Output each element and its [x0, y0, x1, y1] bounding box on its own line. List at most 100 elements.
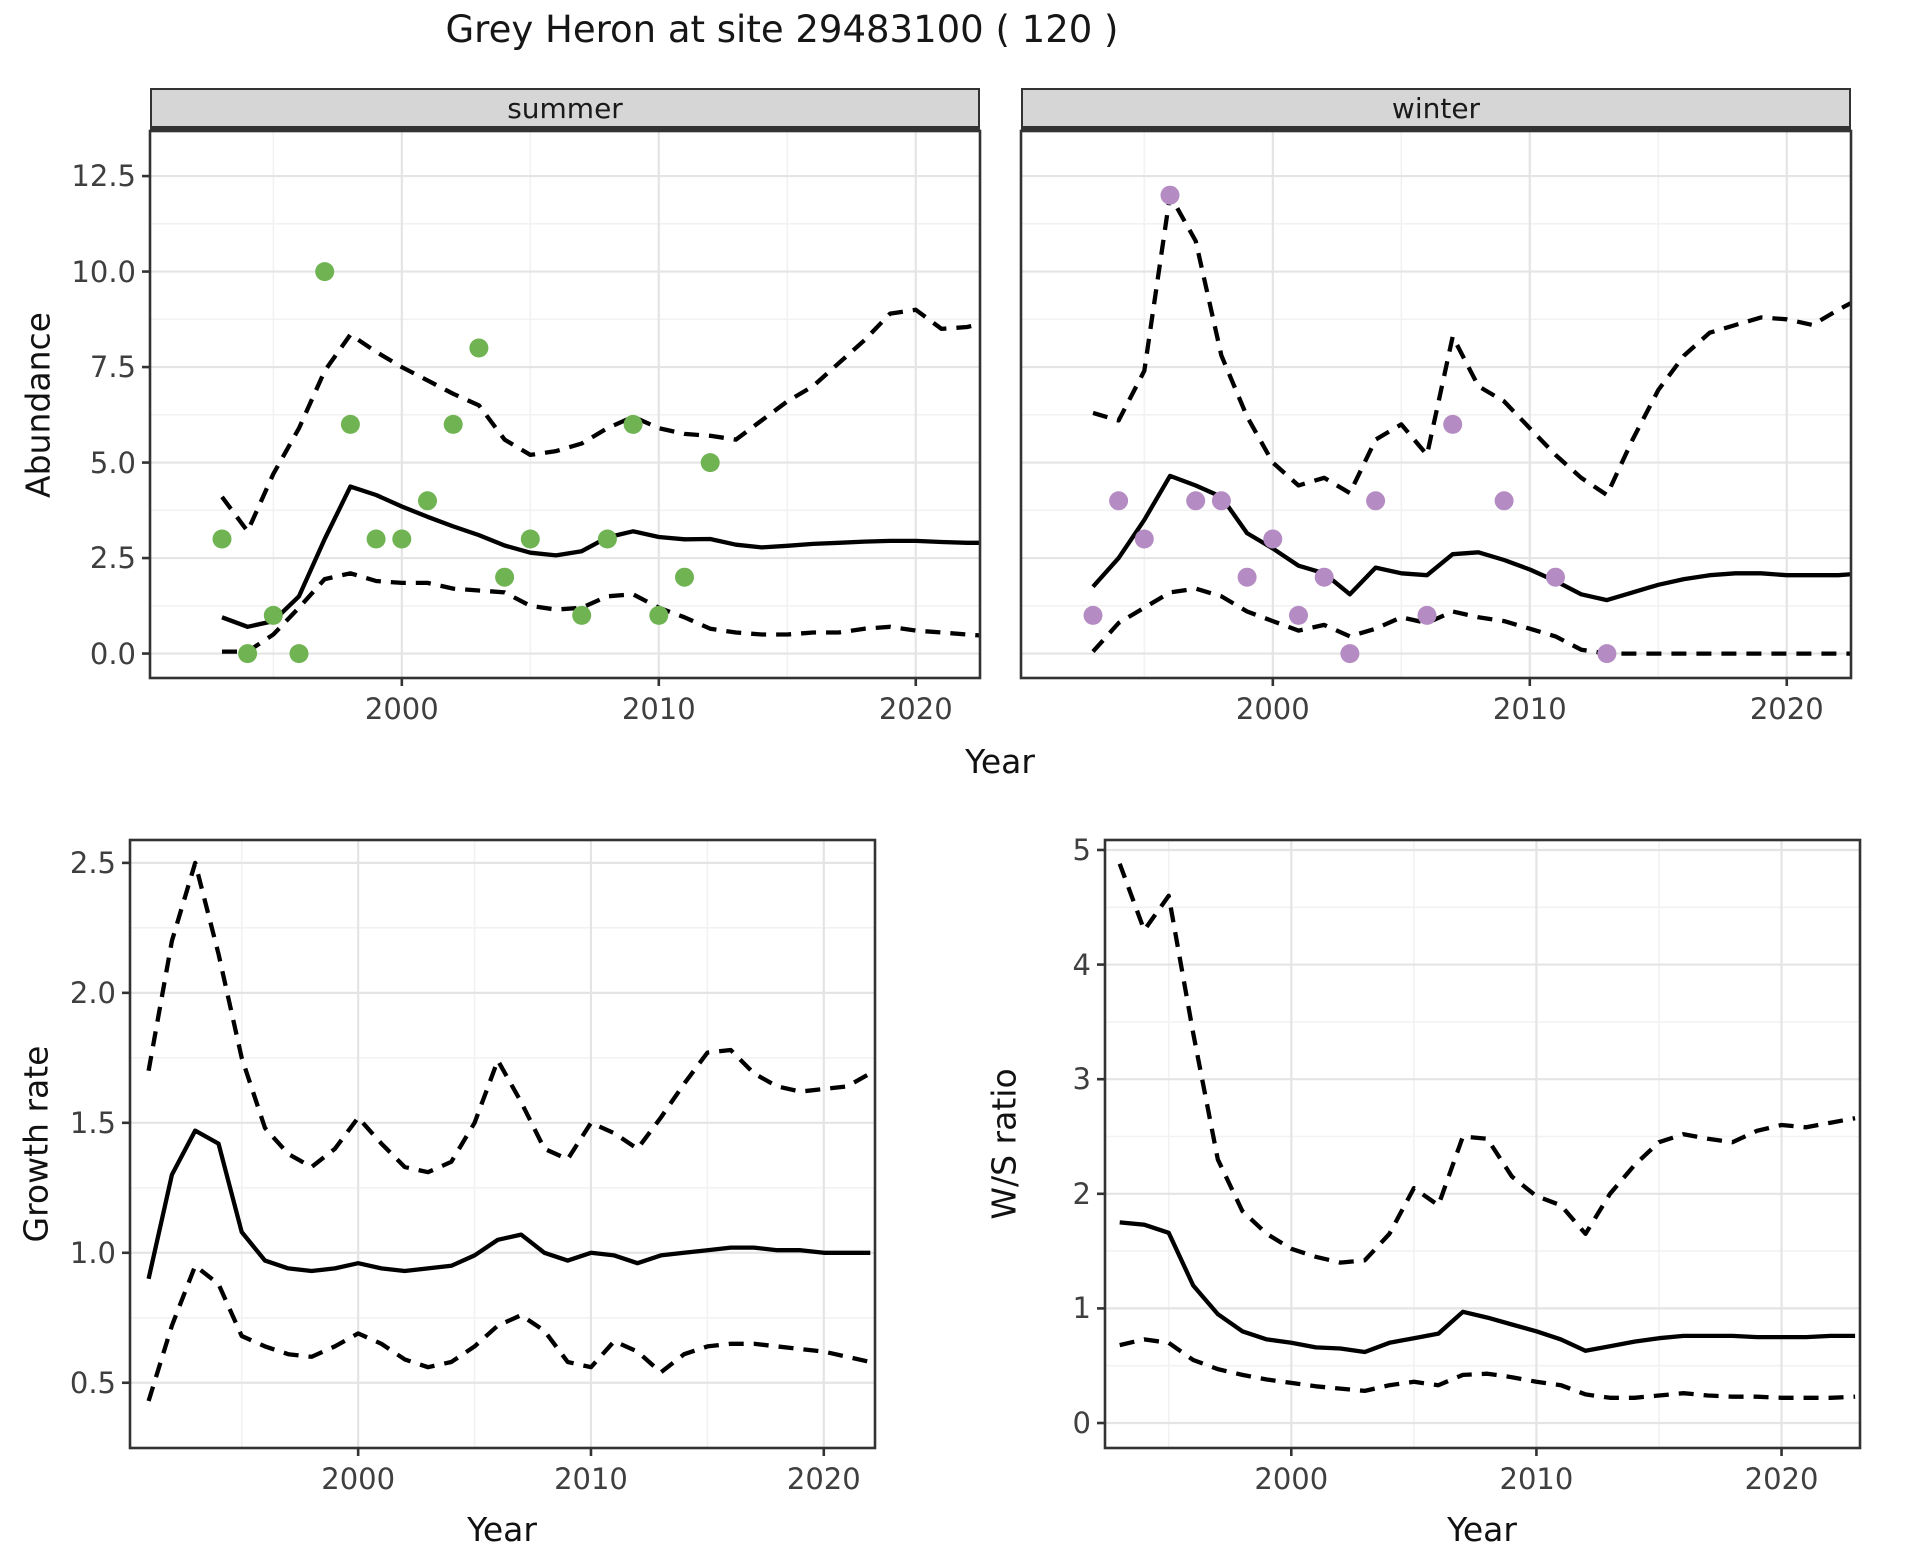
- series-median: [146, 1128, 871, 1280]
- data-point: [1237, 567, 1257, 587]
- panel-ws-ratio: [1097, 838, 1862, 1456]
- x-tick-label: 2010: [621, 692, 696, 726]
- data-point: [597, 529, 617, 549]
- x-tick-label: 2000: [1254, 1462, 1329, 1496]
- x-tick-label: 2010: [1492, 692, 1567, 726]
- series-upper-ci: [146, 860, 872, 1175]
- y-tick-label: 5.0: [89, 445, 136, 480]
- facet-strip-winter-label: winter: [1391, 91, 1481, 125]
- data-point: [675, 567, 694, 587]
- series-group: [1117, 862, 1856, 1400]
- data-point: [238, 644, 258, 664]
- panel-background: [130, 840, 875, 1448]
- data-point: [495, 567, 515, 587]
- series-median: [1119, 1220, 1856, 1355]
- y-tick-label: 12.5: [71, 159, 136, 194]
- x-axis-title-year-bottom-left: Year: [467, 1510, 537, 1549]
- data-point: [623, 414, 643, 434]
- x-axis-title-year-top: Year: [965, 742, 1035, 781]
- y-tick-label: 2.5: [69, 845, 116, 880]
- series-group: [146, 860, 872, 1402]
- y-tick-label: 1.0: [69, 1235, 116, 1270]
- page-title: Grey Heron at site 29483100 ( 120 ): [445, 8, 1119, 51]
- data-point: [1314, 567, 1334, 587]
- series-upper-ci: [1117, 862, 1856, 1265]
- data-point: [1186, 491, 1206, 511]
- data-point: [1134, 529, 1154, 549]
- x-axis-title-year-bottom-right: Year: [1447, 1510, 1517, 1549]
- facet-strip-summer: summer: [150, 88, 980, 131]
- y-tick-label: 1.5: [69, 1105, 116, 1140]
- data-point: [418, 491, 437, 511]
- panel-abundance-summer: [142, 129, 982, 686]
- data-point: [1366, 491, 1386, 511]
- y-tick-label: 0.0: [89, 636, 136, 671]
- series-lower-ci: [222, 571, 980, 654]
- x-tick-label: 2000: [364, 692, 439, 726]
- series-lower-ci: [146, 1263, 871, 1402]
- data-point: [366, 529, 386, 549]
- data-point: [1443, 414, 1463, 434]
- y-tick-label: 0.5: [69, 1365, 116, 1400]
- x-tick-label: 2020: [786, 1462, 861, 1496]
- data-point: [443, 414, 463, 434]
- series-lower-ci: [1119, 1337, 1856, 1400]
- y-tick-label: 2.0: [69, 975, 116, 1010]
- data-point: [572, 605, 592, 625]
- y-tick-label: 10.0: [71, 254, 136, 289]
- data-point: [1417, 605, 1437, 625]
- y-tick-label: 2.5: [89, 541, 136, 576]
- series-group: [1083, 185, 1851, 664]
- panel-background: [1021, 131, 1851, 678]
- x-tick-label: 2020: [878, 692, 953, 726]
- y-axis-title-growth-rate: Growth rate: [16, 1045, 56, 1243]
- x-tick-label: 2000: [1235, 692, 1310, 726]
- data-point: [212, 529, 232, 549]
- y-tick-label: 0: [1072, 1406, 1091, 1440]
- data-point: [392, 529, 412, 549]
- data-point: [469, 338, 489, 358]
- data-point: [700, 453, 720, 473]
- y-tick-label: 3: [1072, 1062, 1091, 1097]
- data-point: [340, 414, 360, 434]
- data-point: [520, 529, 540, 549]
- series-group: [212, 262, 980, 664]
- series-lower-ci: [1091, 586, 1851, 656]
- panel-growth-rate: [122, 838, 877, 1456]
- panel-border: [128, 838, 877, 1450]
- panel-background: [150, 131, 980, 678]
- x-tick-label: 2000: [321, 1462, 396, 1496]
- panel-border: [1103, 838, 1862, 1450]
- x-tick-label: 2010: [1499, 1462, 1574, 1496]
- series-upper-ci: [1092, 193, 1851, 498]
- x-tick-label: 2020: [1744, 1462, 1819, 1496]
- data-point: [1289, 605, 1308, 625]
- panel-background: [1105, 840, 1860, 1448]
- data-point: [289, 644, 309, 664]
- y-tick-label: 1: [1072, 1291, 1091, 1326]
- y-tick-label: 7.5: [89, 350, 136, 385]
- data-point: [263, 605, 283, 625]
- data-point: [1109, 491, 1129, 511]
- y-tick-label: 2: [1072, 1176, 1091, 1211]
- data-point: [649, 605, 669, 625]
- data-point: [1494, 491, 1514, 511]
- data-point: [1597, 644, 1617, 664]
- data-point: [1211, 491, 1231, 511]
- data-point: [1160, 185, 1180, 205]
- panel-abundance-winter: [1019, 129, 1853, 686]
- x-tick-label: 2020: [1749, 692, 1824, 726]
- facet-strip-winter: winter: [1021, 88, 1851, 131]
- panel-border: [148, 129, 982, 680]
- y-tick-label: 5: [1072, 832, 1091, 867]
- facet-strip-summer-label: summer: [507, 91, 623, 125]
- panel-border: [1019, 129, 1853, 680]
- x-tick-label: 2010: [554, 1462, 628, 1496]
- data-point: [1340, 644, 1360, 664]
- data-point: [315, 262, 335, 282]
- data-point: [1546, 567, 1565, 587]
- y-tick-label: 4: [1072, 947, 1091, 982]
- data-point: [1083, 605, 1103, 625]
- data-point: [1263, 529, 1283, 549]
